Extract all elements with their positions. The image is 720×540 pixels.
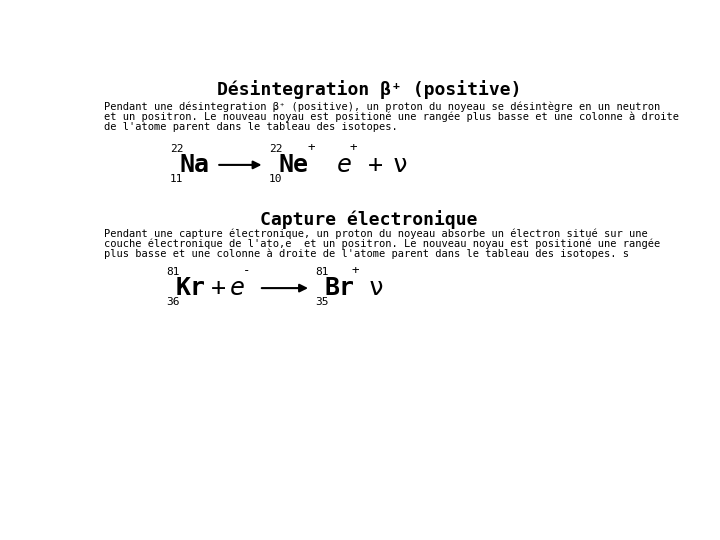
- Text: Kr: Kr: [175, 276, 205, 300]
- Text: de l'atome parent dans le tableau des isotopes.: de l'atome parent dans le tableau des is…: [104, 122, 397, 132]
- Text: Br: Br: [325, 276, 355, 300]
- Text: 10: 10: [269, 174, 282, 184]
- Text: 36: 36: [166, 298, 179, 307]
- Text: -: -: [243, 264, 250, 278]
- Text: Pendant une désintegration β⁺ (positive), un proton du noyeau se désintègre en u: Pendant une désintegration β⁺ (positive)…: [104, 102, 660, 112]
- Text: couche électronique de l'ato,e  et un positron. Le nouveau noyau est positioné u: couche électronique de l'ato,e et un pos…: [104, 238, 660, 248]
- Text: Capture électronique: Capture électronique: [260, 210, 478, 228]
- Text: 35: 35: [315, 298, 329, 307]
- Text: +: +: [307, 141, 315, 154]
- Text: 22: 22: [170, 144, 184, 154]
- Text: Na: Na: [179, 153, 209, 177]
- Text: Désintegration β⁺ (positive): Désintegration β⁺ (positive): [217, 80, 521, 99]
- Text: 81: 81: [166, 267, 179, 278]
- Text: e: e: [230, 276, 246, 300]
- Text: +: +: [351, 264, 359, 278]
- Text: 22: 22: [269, 144, 282, 154]
- Text: plus basse et une colonne à droite de l'atome parent dans le tableau des isotope: plus basse et une colonne à droite de l'…: [104, 248, 629, 259]
- Text: +: +: [367, 153, 382, 177]
- Text: ν: ν: [369, 276, 384, 300]
- Text: 81: 81: [315, 267, 329, 278]
- Text: +: +: [211, 276, 226, 300]
- Text: Pendant une capture électronique, un proton du noyeau absorbe un électron situé : Pendant une capture électronique, un pro…: [104, 228, 648, 239]
- Text: 11: 11: [170, 174, 184, 184]
- Text: et un positron. Le nouveau noyau est positioné une rangée plus basse et une colo: et un positron. Le nouveau noyau est pos…: [104, 112, 679, 122]
- Text: Ne: Ne: [279, 153, 308, 177]
- Text: e: e: [336, 153, 351, 177]
- Text: ν: ν: [392, 153, 408, 177]
- Text: +: +: [350, 141, 357, 154]
